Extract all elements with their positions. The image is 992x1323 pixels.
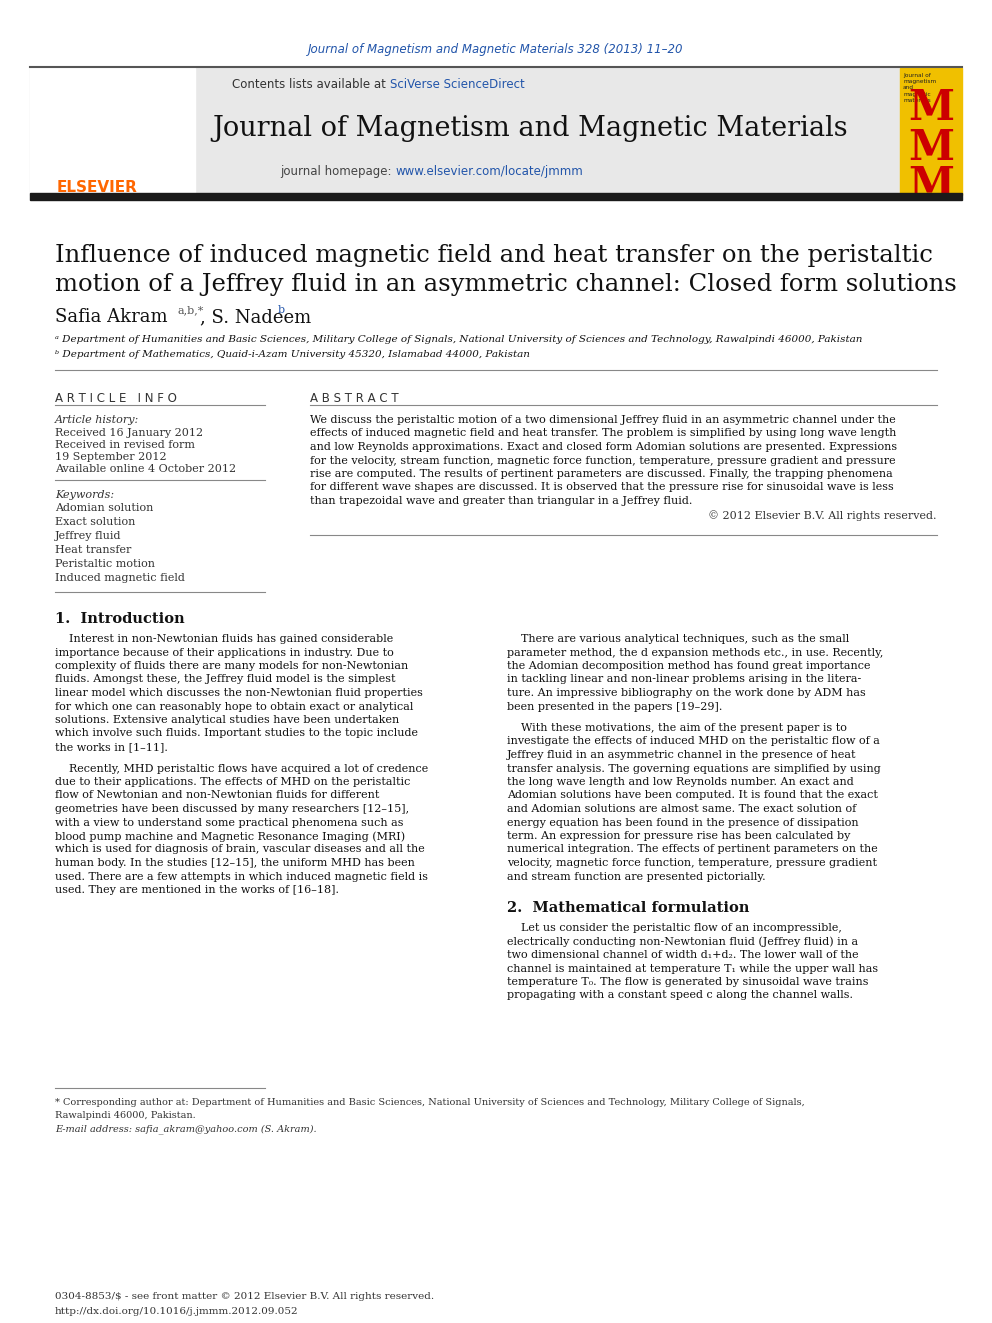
Text: b: b [278,306,285,315]
Text: velocity, magnetic force function, temperature, pressure gradient: velocity, magnetic force function, tempe… [507,859,877,868]
Text: temperature T₀. The flow is generated by sinusoidal wave trains: temperature T₀. The flow is generated by… [507,976,869,987]
Text: Interest in non-Newtonian fluids has gained considerable: Interest in non-Newtonian fluids has gai… [55,634,393,644]
Text: flow of Newtonian and non-Newtonian fluids for different: flow of Newtonian and non-Newtonian flui… [55,791,379,800]
Text: We discuss the peristaltic motion of a two dimensional Jeffrey fluid in an asymm: We discuss the peristaltic motion of a t… [310,415,896,425]
Text: A R T I C L E   I N F O: A R T I C L E I N F O [55,392,177,405]
Text: complexity of fluids there are many models for non-Newtonian: complexity of fluids there are many mode… [55,662,409,671]
Text: propagating with a constant speed c along the channel walls.: propagating with a constant speed c alon… [507,991,853,1000]
Text: than trapezoidal wave and greater than triangular in a Jeffrey fluid.: than trapezoidal wave and greater than t… [310,496,692,505]
Text: which is used for diagnosis of brain, vascular diseases and all the: which is used for diagnosis of brain, va… [55,844,425,855]
Text: blood pump machine and Magnetic Resonance Imaging (MRI): blood pump machine and Magnetic Resonanc… [55,831,405,841]
Text: http://dx.doi.org/10.1016/j.jmmm.2012.09.052: http://dx.doi.org/10.1016/j.jmmm.2012.09… [55,1307,299,1316]
Text: There are various analytical techniques, such as the small: There are various analytical techniques,… [507,634,849,644]
Text: investigate the effects of induced MHD on the peristaltic flow of a: investigate the effects of induced MHD o… [507,737,880,746]
Text: A B S T R A C T: A B S T R A C T [310,392,399,405]
Text: human body. In the studies [12–15], the uniform MHD has been: human body. In the studies [12–15], the … [55,859,415,868]
Text: M: M [908,127,954,169]
Text: Article history:: Article history: [55,415,139,425]
Text: With these motivations, the aim of the present paper is to: With these motivations, the aim of the p… [507,722,847,733]
Text: Received 16 January 2012: Received 16 January 2012 [55,429,203,438]
Text: effects of induced magnetic field and heat transfer. The problem is simplified b: effects of induced magnetic field and he… [310,429,897,438]
Bar [30,67,195,194]
Text: been presented in the papers [19–29].: been presented in the papers [19–29]. [507,701,722,712]
Text: M: M [908,164,954,206]
Text: numerical integration. The effects of pertinent parameters on the: numerical integration. The effects of pe… [507,844,878,855]
Text: , S. Nadeem: , S. Nadeem [200,308,317,325]
Text: solutions. Extensive analytical studies have been undertaken: solutions. Extensive analytical studies … [55,714,399,725]
Text: Journal of Magnetism and Magnetic Materials 328 (2013) 11–20: Journal of Magnetism and Magnetic Materi… [309,44,683,57]
Text: ELSEVIER: ELSEVIER [57,180,138,196]
Text: two dimensional channel of width d₁+d₂. The lower wall of the: two dimensional channel of width d₁+d₂. … [507,950,859,960]
Text: Induced magnetic field: Induced magnetic field [55,573,185,583]
Text: the works in [1–11].: the works in [1–11]. [55,742,168,751]
Text: Journal of
magnetism
and
magnetic
materials: Journal of magnetism and magnetic materi… [903,73,936,103]
Text: which involve such fluids. Important studies to the topic include: which involve such fluids. Important stu… [55,729,418,738]
Text: and low Reynolds approximations. Exact and closed form Adomian solutions are pre: and low Reynolds approximations. Exact a… [310,442,897,452]
Text: www.elsevier.com/locate/jmmm: www.elsevier.com/locate/jmmm [395,165,582,179]
Text: due to their applications. The effects of MHD on the peristaltic: due to their applications. The effects o… [55,777,411,787]
Text: importance because of their applications in industry. Due to: importance because of their applications… [55,647,394,658]
Text: Jeffrey fluid in an asymmetric channel in the presence of heat: Jeffrey fluid in an asymmetric channel i… [507,750,856,759]
Text: ᵇ Department of Mathematics, Quaid-i-Azam University 45320, Islamabad 44000, Pak: ᵇ Department of Mathematics, Quaid-i-Aza… [55,351,530,359]
Text: E-mail address: safia_akram@yahoo.com (S. Akram).: E-mail address: safia_akram@yahoo.com (S… [55,1125,316,1134]
Text: and Adomian solutions are almost same. The exact solution of: and Adomian solutions are almost same. T… [507,804,856,814]
Text: parameter method, the d expansion methods etc., in use. Recently,: parameter method, the d expansion method… [507,647,883,658]
Text: Let us consider the peristaltic flow of an incompressible,: Let us consider the peristaltic flow of … [507,923,842,933]
Text: Adomian solutions have been computed. It is found that the exact: Adomian solutions have been computed. It… [507,791,878,800]
Text: M: M [908,87,954,130]
Text: Heat transfer: Heat transfer [55,545,131,556]
Text: transfer analysis. The governing equations are simplified by using: transfer analysis. The governing equatio… [507,763,881,774]
Text: * Corresponding author at: Department of Humanities and Basic Sciences, National: * Corresponding author at: Department of… [55,1098,805,1107]
Text: Available online 4 October 2012: Available online 4 October 2012 [55,464,236,474]
Text: 2.  Mathematical formulation: 2. Mathematical formulation [507,901,749,916]
Text: and stream function are presented pictorially.: and stream function are presented pictor… [507,872,766,881]
Text: ᵃ Department of Humanities and Basic Sciences, Military College of Signals, Nati: ᵃ Department of Humanities and Basic Sci… [55,335,862,344]
Text: channel is maintained at temperature T₁ while the upper wall has: channel is maintained at temperature T₁ … [507,963,878,974]
Text: fluids. Amongst these, the Jeffrey fluid model is the simplest: fluids. Amongst these, the Jeffrey fluid… [55,675,396,684]
Text: geometries have been discussed by many researchers [12–15],: geometries have been discussed by many r… [55,804,409,814]
Text: energy equation has been found in the presence of dissipation: energy equation has been found in the pr… [507,818,859,827]
Text: used. They are mentioned in the works of [16–18].: used. They are mentioned in the works of… [55,885,339,894]
Text: journal homepage:: journal homepage: [280,165,395,179]
Text: Safia Akram: Safia Akram [55,308,174,325]
Text: Adomian solution: Adomian solution [55,503,154,513]
Text: Exact solution: Exact solution [55,517,135,527]
Text: with a view to understand some practical phenomena such as: with a view to understand some practical… [55,818,404,827]
Text: SciVerse ScienceDirect: SciVerse ScienceDirect [390,78,525,90]
Text: Recently, MHD peristaltic flows have acquired a lot of credence: Recently, MHD peristaltic flows have acq… [55,763,429,774]
Text: the long wave length and low Reynolds number. An exact and: the long wave length and low Reynolds nu… [507,777,854,787]
Bar [30,67,900,194]
Text: rise are computed. The results of pertinent parameters are discussed. Finally, t: rise are computed. The results of pertin… [310,468,893,479]
Text: 1.  Introduction: 1. Introduction [55,613,185,626]
Text: in tackling linear and non-linear problems arising in the litera-: in tackling linear and non-linear proble… [507,675,861,684]
Text: a,b,*: a,b,* [178,306,204,315]
Text: © 2012 Elsevier B.V. All rights reserved.: © 2012 Elsevier B.V. All rights reserved… [708,509,937,521]
Text: Received in revised form: Received in revised form [55,441,195,450]
Text: used. There are a few attempts in which induced magnetic field is: used. There are a few attempts in which … [55,872,428,881]
Bar [30,193,962,200]
Text: the Adomian decomposition method has found great importance: the Adomian decomposition method has fou… [507,662,871,671]
Text: Journal of Magnetism and Magnetic Materials: Journal of Magnetism and Magnetic Materi… [212,115,848,142]
Text: 0304-8853/$ - see front matter © 2012 Elsevier B.V. All rights reserved.: 0304-8853/$ - see front matter © 2012 El… [55,1293,434,1301]
Text: for different wave shapes are discussed. It is observed that the pressure rise f: for different wave shapes are discussed.… [310,483,894,492]
Text: Jeffrey fluid: Jeffrey fluid [55,531,121,541]
Text: electrically conducting non-Newtonian fluid (Jeffrey fluid) in a: electrically conducting non-Newtonian fl… [507,937,858,947]
Text: term. An expression for pressure rise has been calculated by: term. An expression for pressure rise ha… [507,831,850,841]
Text: ture. An impressive bibliography on the work done by ADM has: ture. An impressive bibliography on the … [507,688,866,699]
Text: Peristaltic motion: Peristaltic motion [55,560,155,569]
Text: Influence of induced magnetic field and heat transfer on the peristaltic
motion : Influence of induced magnetic field and … [55,243,956,296]
Text: Keywords:: Keywords: [55,490,114,500]
Text: Rawalpindi 46000, Pakistan.: Rawalpindi 46000, Pakistan. [55,1111,195,1121]
Text: 19 September 2012: 19 September 2012 [55,452,167,462]
Text: for the velocity, stream function, magnetic force function, temperature, pressur: for the velocity, stream function, magne… [310,455,896,466]
Text: for which one can reasonably hope to obtain exact or analytical: for which one can reasonably hope to obt… [55,701,414,712]
Text: Contents lists available at: Contents lists available at [232,78,390,90]
Text: linear model which discusses the non-Newtonian fluid properties: linear model which discusses the non-New… [55,688,423,699]
Bar [900,67,962,194]
